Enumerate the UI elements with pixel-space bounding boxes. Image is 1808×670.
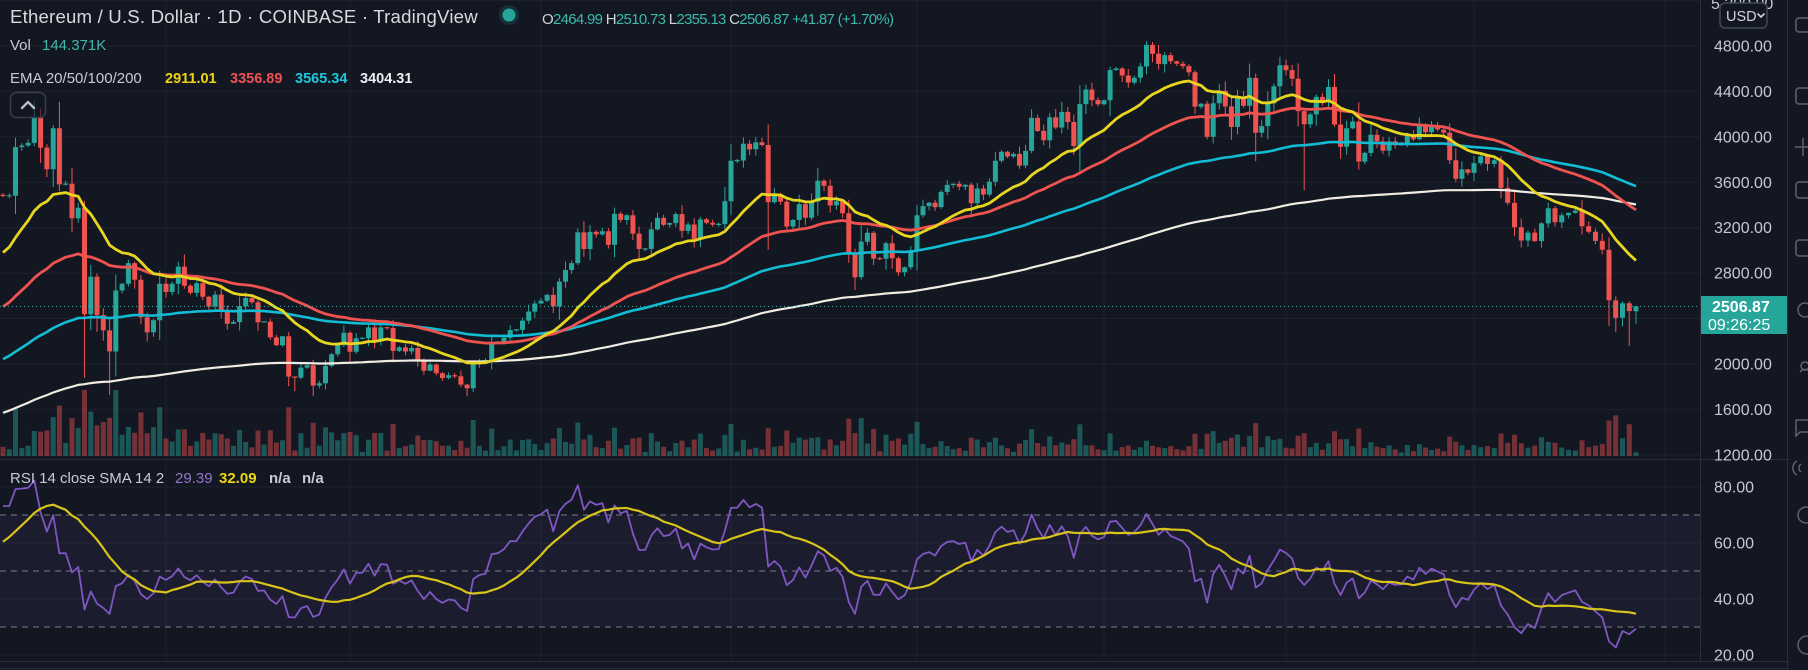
svg-text:2000.00: 2000.00	[1714, 356, 1772, 373]
svg-text:32.09: 32.09	[219, 470, 257, 487]
svg-text:09:26:25: 09:26:25	[1708, 317, 1770, 334]
svg-text:3565.34: 3565.34	[295, 71, 347, 87]
svg-text:20.00: 20.00	[1714, 648, 1754, 665]
svg-text:3600.00: 3600.00	[1714, 175, 1772, 192]
svg-text:2506.87: 2506.87	[1712, 299, 1770, 316]
svg-text:1600.00: 1600.00	[1714, 402, 1772, 419]
svg-text:n/a: n/a	[302, 470, 324, 487]
svg-text:3200.00: 3200.00	[1714, 220, 1772, 237]
svg-text:4000.00: 4000.00	[1714, 129, 1772, 146]
svg-text:RSI 14 close SMA 14 2: RSI 14 close SMA 14 2	[10, 470, 164, 487]
svg-text:80.00: 80.00	[1714, 480, 1754, 497]
svg-text:n/a: n/a	[269, 470, 291, 487]
svg-text:USD: USD	[1726, 9, 1757, 25]
svg-text:144.371K: 144.371K	[42, 37, 106, 54]
svg-text:Vol: Vol	[10, 37, 31, 54]
svg-text:60.00: 60.00	[1714, 536, 1754, 553]
svg-text:3404.31: 3404.31	[360, 71, 412, 87]
svg-text:29.39: 29.39	[175, 470, 213, 487]
svg-text:Ethereum / U.S. Dollar · 1D ·: Ethereum / U.S. Dollar · 1D · COINBASE ·…	[10, 6, 478, 27]
svg-text:EMA 20/50/100/200: EMA 20/50/100/200	[10, 70, 142, 87]
svg-text:4800.00: 4800.00	[1714, 39, 1772, 56]
svg-text:2800.00: 2800.00	[1714, 266, 1772, 283]
svg-text:O2464.99 H2510.73 L2355.13 C25: O2464.99 H2510.73 L2355.13 C2506.87 +41.…	[542, 11, 894, 28]
svg-text:40.00: 40.00	[1714, 592, 1754, 609]
svg-text:2911.01: 2911.01	[165, 71, 217, 87]
svg-text:3356.89: 3356.89	[230, 71, 282, 87]
svg-text:1200.00: 1200.00	[1714, 447, 1772, 464]
svg-text:4400.00: 4400.00	[1714, 84, 1772, 101]
